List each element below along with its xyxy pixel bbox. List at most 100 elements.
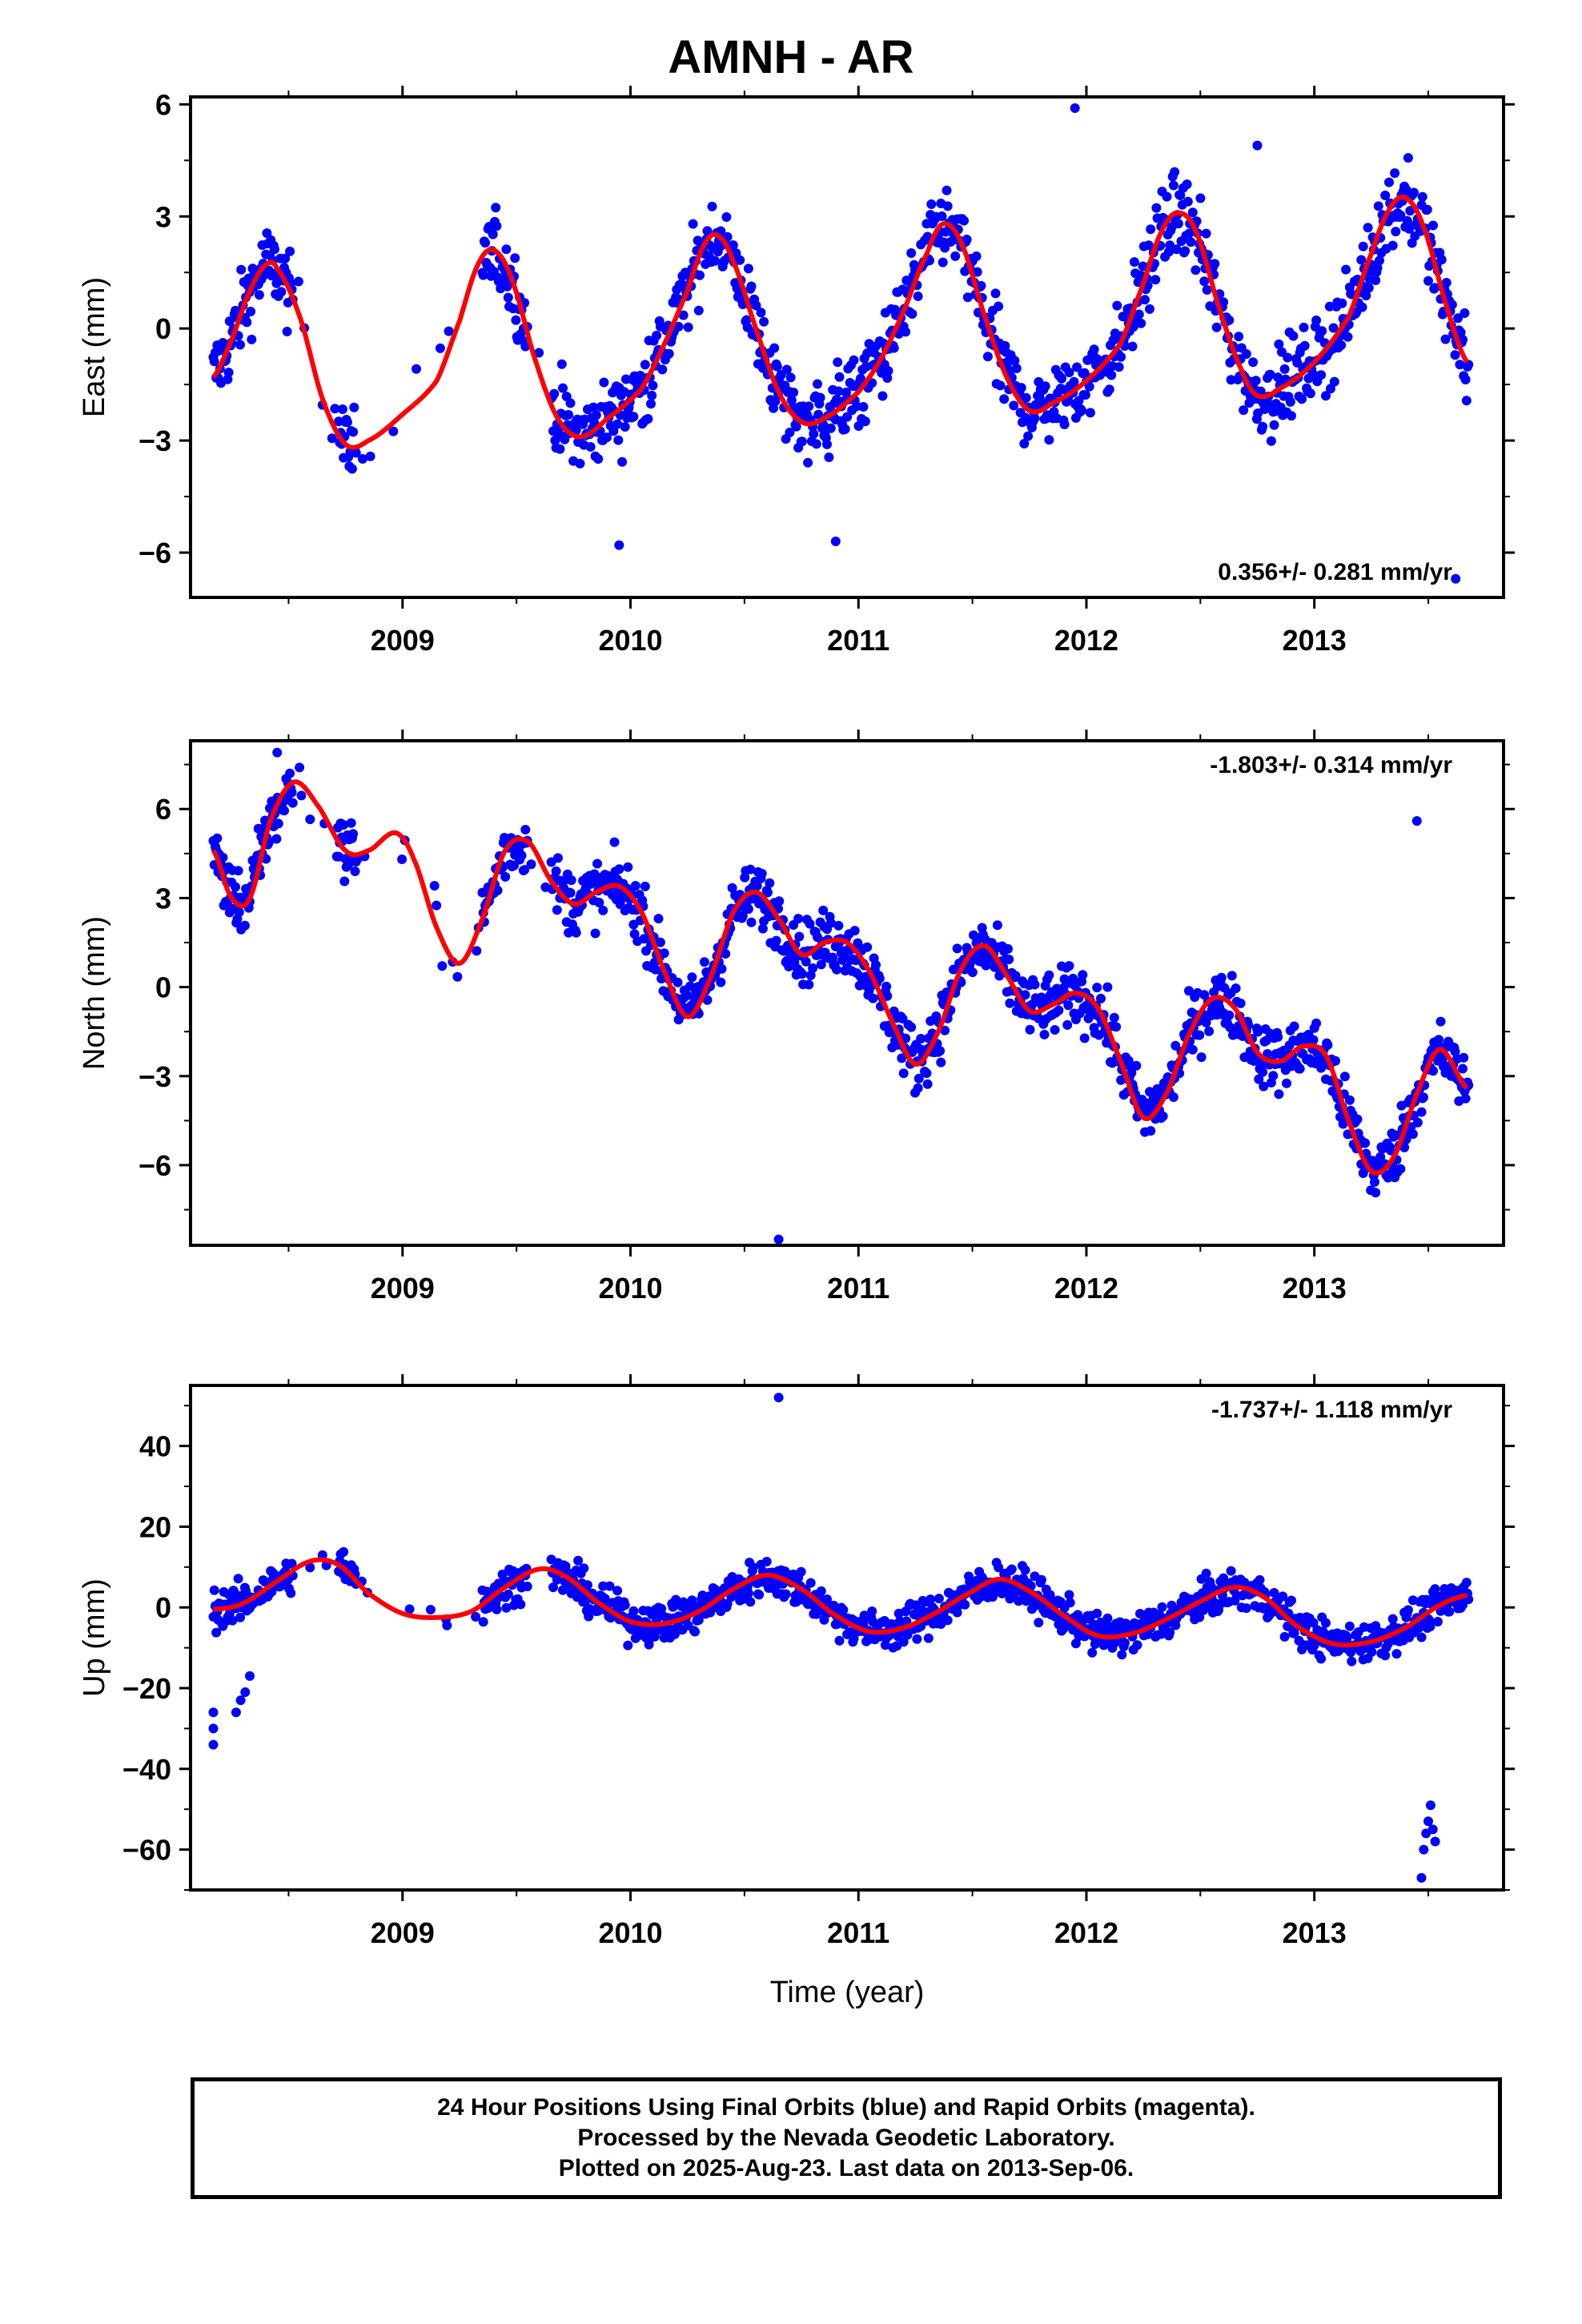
data-point <box>735 255 745 265</box>
data-point <box>337 404 347 414</box>
data-point <box>1253 1027 1263 1037</box>
fit-curve <box>211 779 1469 1176</box>
data-point <box>1227 971 1237 981</box>
data-point <box>1062 1019 1073 1030</box>
data-point <box>1148 1092 1158 1103</box>
data-point <box>849 926 860 936</box>
data-point <box>1266 436 1276 446</box>
y-axis-label: North (mm) <box>78 916 111 1070</box>
data-point <box>727 883 737 893</box>
data-point <box>592 858 602 869</box>
data-point <box>1387 1614 1398 1624</box>
data-point <box>218 852 228 862</box>
data-point <box>564 410 574 420</box>
data-point <box>1224 315 1235 325</box>
data-point <box>1168 1092 1178 1102</box>
outlier-point <box>1427 1824 1438 1835</box>
data-point <box>1285 396 1295 407</box>
data-point <box>794 931 805 942</box>
x-axis-label: Time (year) <box>770 1976 925 2009</box>
data-point <box>916 1034 926 1043</box>
data-point <box>906 248 917 258</box>
data-point <box>520 865 530 875</box>
data-point <box>940 1025 950 1035</box>
data-point <box>1409 187 1419 198</box>
data-point <box>435 343 445 353</box>
data-point <box>1216 972 1227 983</box>
data-point <box>1387 240 1398 251</box>
plot-frame <box>189 739 1505 1247</box>
data-point <box>1356 255 1367 265</box>
data-point <box>526 859 536 870</box>
data-point <box>1186 237 1196 247</box>
data-point <box>818 905 829 915</box>
data-point <box>1419 1092 1428 1103</box>
data-point <box>579 1563 589 1574</box>
data-point <box>233 1574 243 1584</box>
data-point <box>1341 264 1351 275</box>
data-point <box>1023 431 1034 441</box>
data-point <box>472 946 482 956</box>
data-point <box>520 825 531 834</box>
data-point <box>1405 206 1415 216</box>
data-point <box>1072 362 1082 372</box>
data-point <box>754 1590 765 1600</box>
data-point <box>1255 1574 1265 1585</box>
data-point <box>1146 224 1156 235</box>
data-point <box>432 900 442 911</box>
data-point <box>1140 295 1150 305</box>
x-tick-label: 2009 <box>371 1916 435 1949</box>
data-point <box>583 1580 592 1590</box>
data-point <box>1423 275 1433 286</box>
data-point <box>992 920 1002 931</box>
data-point <box>858 402 869 412</box>
data-point <box>1363 223 1373 233</box>
data-point <box>1308 1618 1319 1628</box>
outlier-point <box>208 1707 219 1718</box>
data-point <box>897 1053 907 1063</box>
data-point <box>211 1627 222 1638</box>
data-point <box>849 1634 859 1644</box>
data-point <box>1375 255 1384 266</box>
y-tick-label: −60 <box>122 1834 171 1867</box>
outlier-point <box>1070 103 1080 113</box>
data-point <box>838 1605 849 1615</box>
data-point <box>862 942 873 952</box>
data-point <box>671 1594 681 1605</box>
data-point <box>643 414 653 424</box>
data-point <box>1224 1010 1235 1020</box>
data-point <box>614 864 624 875</box>
data-point <box>1079 368 1090 378</box>
data-point <box>774 896 785 907</box>
data-point <box>748 1562 758 1573</box>
data-point <box>339 820 349 830</box>
data-point <box>1339 1072 1350 1082</box>
data-point <box>913 1083 923 1093</box>
data-point <box>1019 439 1030 448</box>
data-point <box>397 854 408 864</box>
data-point <box>1016 383 1026 393</box>
data-point <box>1040 381 1050 392</box>
data-point <box>1030 979 1040 990</box>
data-point <box>1146 1126 1156 1136</box>
data-point <box>678 1597 689 1607</box>
data-point <box>867 1606 877 1616</box>
data-point <box>1273 1031 1283 1042</box>
data-point <box>871 959 881 970</box>
y-tick-label: −3 <box>139 1060 171 1093</box>
data-point <box>591 410 601 420</box>
data-point <box>287 798 298 808</box>
data-point <box>1321 391 1331 401</box>
data-point <box>673 977 683 987</box>
data-point <box>599 377 609 388</box>
data-point <box>1459 1052 1469 1063</box>
data-point <box>1416 1632 1427 1642</box>
data-point <box>491 203 501 213</box>
data-point <box>901 327 911 337</box>
data-point <box>1006 1564 1017 1574</box>
data-point <box>604 1581 615 1591</box>
data-point <box>620 1600 630 1610</box>
data-point <box>1370 1177 1379 1187</box>
data-point <box>233 866 243 876</box>
